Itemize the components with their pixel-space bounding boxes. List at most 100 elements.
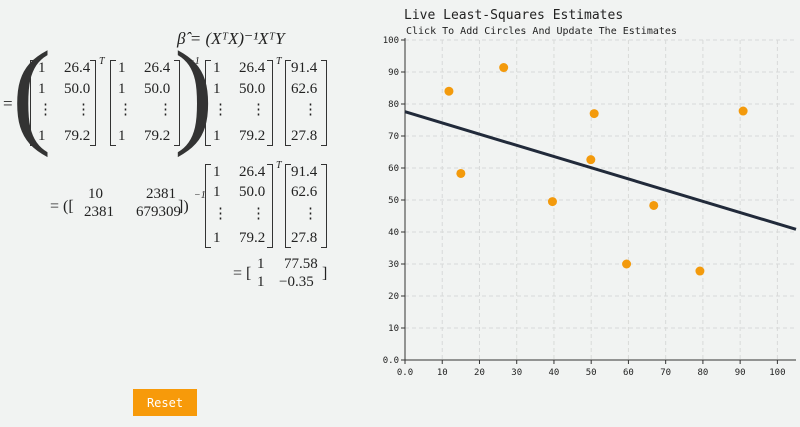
open-paren: ( bbox=[12, 27, 52, 158]
regression-line-group bbox=[404, 110, 797, 231]
x-cell: 1 bbox=[213, 128, 221, 144]
x-cell: 26.4 bbox=[239, 164, 266, 180]
y-tick-label: 30 bbox=[388, 260, 399, 270]
x-cell: 50.0 bbox=[144, 81, 171, 97]
tick-labels: 0.0 10 20 30 40 50 60 70 80 90 100 0.0 10 20 30 40 50 60 7… bbox=[383, 36, 786, 378]
chart-subtitle: Click To Add Circles And Update The Esti… bbox=[406, 26, 677, 37]
x-cell: 1 bbox=[38, 81, 46, 97]
x-cell: 1 bbox=[118, 128, 126, 144]
y-cell: 91.4 bbox=[291, 164, 318, 180]
data-point bbox=[547, 197, 557, 207]
y-tick-label: 0.0 bbox=[383, 356, 399, 366]
inverse-superscript: −1 bbox=[188, 56, 200, 67]
x-cell: 1 bbox=[213, 164, 221, 180]
y-cell: 91.4 bbox=[291, 60, 318, 76]
transpose-superscript: T bbox=[276, 160, 282, 171]
x-cell: 26.4 bbox=[144, 60, 171, 76]
x-cell: ⋮ bbox=[213, 206, 228, 222]
data-point bbox=[499, 63, 509, 73]
equals-sign-1: = bbox=[3, 94, 13, 113]
x-tick-label: 60 bbox=[623, 368, 634, 378]
x-cell: 50.0 bbox=[239, 184, 266, 200]
y-cell: 27.8 bbox=[291, 128, 318, 144]
data-point bbox=[738, 106, 748, 116]
xtx-close-bracket: ]) bbox=[178, 198, 189, 215]
x-cell: 1 bbox=[118, 81, 126, 97]
reset-button[interactable]: Reset bbox=[133, 389, 197, 416]
y-cell: ⋮ bbox=[303, 206, 318, 222]
y-tick-label: 90 bbox=[388, 68, 399, 78]
x-cell: ⋮ bbox=[251, 102, 266, 118]
x-tick-label: 20 bbox=[474, 368, 485, 378]
x-cell: 26.4 bbox=[239, 60, 266, 76]
data-point bbox=[444, 86, 454, 96]
x-transpose-matrix-1: 1 26.4 1 50.0 ⋮ ⋮ 1 79.2 bbox=[30, 60, 96, 146]
data-point bbox=[649, 200, 659, 210]
y-cell: 62.6 bbox=[291, 184, 318, 200]
x-cell: 1 bbox=[213, 230, 221, 246]
y-tick-label: 80 bbox=[388, 100, 399, 110]
beta-cell: 1 bbox=[257, 274, 265, 290]
x-cell: ⋮ bbox=[158, 102, 173, 118]
transpose-superscript: T bbox=[99, 56, 105, 67]
x-cell: 1 bbox=[213, 60, 221, 76]
x-tick-label: 80 bbox=[697, 368, 708, 378]
x-tick-label: 100 bbox=[769, 368, 785, 378]
x-cell: ⋮ bbox=[118, 102, 133, 118]
x-cell: 1 bbox=[213, 81, 221, 97]
inverse-superscript: −1 bbox=[194, 190, 206, 201]
close-paren: ) bbox=[174, 27, 214, 158]
x-cell: ⋮ bbox=[38, 102, 53, 118]
data-point bbox=[456, 168, 466, 178]
x-cell: 79.2 bbox=[239, 128, 266, 144]
x-tick-label: 40 bbox=[549, 368, 560, 378]
data-point bbox=[586, 155, 596, 165]
beta-vector: 1 77.58 1 −0.35 bbox=[257, 256, 329, 292]
data-points bbox=[444, 63, 748, 276]
y-vector-2: 91.4 62.6 ⋮ 27.8 bbox=[285, 164, 327, 248]
x-cell: 50.0 bbox=[239, 81, 266, 97]
x-tick-label: 0.0 bbox=[397, 368, 413, 378]
y-cell: 62.6 bbox=[291, 81, 318, 97]
x-tick-label: 70 bbox=[660, 368, 671, 378]
x-tick-label: 30 bbox=[511, 368, 522, 378]
xtx-cell: 10 bbox=[88, 186, 103, 202]
x-tick-label: 10 bbox=[437, 368, 448, 378]
y-tick-label: 100 bbox=[383, 36, 399, 46]
beta-cell: 77.58 bbox=[284, 256, 318, 272]
data-point bbox=[589, 109, 599, 119]
data-point bbox=[695, 266, 705, 276]
y-tick-label: 50 bbox=[388, 196, 399, 206]
xtx-cell: 2381 bbox=[146, 186, 176, 202]
beta-close-bracket: ] bbox=[322, 265, 328, 282]
x-matrix-1: 1 26.4 1 50.0 ⋮ ⋮ 1 79.2 bbox=[110, 60, 180, 146]
x-tick-label: 50 bbox=[586, 368, 597, 378]
beta-cell: −0.35 bbox=[279, 274, 314, 290]
x-cell: 26.4 bbox=[64, 60, 91, 76]
y-tick-label: 70 bbox=[388, 132, 399, 142]
equals-sign-2: = ([ bbox=[50, 198, 74, 215]
x-cell: ⋮ bbox=[213, 102, 228, 118]
x-cell: ⋮ bbox=[251, 206, 266, 222]
x-cell: ⋮ bbox=[76, 102, 91, 118]
grid-lines bbox=[404, 39, 796, 361]
x-tick-label: 90 bbox=[735, 368, 746, 378]
x-cell: 1 bbox=[118, 60, 126, 76]
y-cell: 27.8 bbox=[291, 230, 318, 246]
x-cell: 79.2 bbox=[64, 128, 91, 144]
data-point bbox=[622, 259, 632, 269]
x-transpose-matrix-3: 1 26.4 1 50.0 ⋮ ⋮ 1 79.2 bbox=[205, 164, 273, 248]
xtx-matrix: 10 2381 2381 679309 bbox=[84, 186, 186, 224]
beta-formula: β̂ = (XᵀX)⁻¹XᵀY bbox=[177, 29, 285, 48]
beta-cell: 1 bbox=[257, 256, 265, 272]
y-vector-1: 91.4 62.6 ⋮ 27.8 bbox=[285, 60, 327, 146]
x-cell: 1 bbox=[38, 60, 46, 76]
y-tick-label: 60 bbox=[388, 164, 399, 174]
x-cell: 79.2 bbox=[144, 128, 171, 144]
transpose-superscript: T bbox=[276, 56, 282, 67]
x-cell: 1 bbox=[213, 184, 221, 200]
x-cell: 1 bbox=[38, 128, 46, 144]
x-transpose-matrix-2: 1 26.4 1 50.0 ⋮ ⋮ 1 79.2 bbox=[205, 60, 273, 146]
x-cell: 79.2 bbox=[239, 230, 266, 246]
y-tick-label: 20 bbox=[388, 292, 399, 302]
